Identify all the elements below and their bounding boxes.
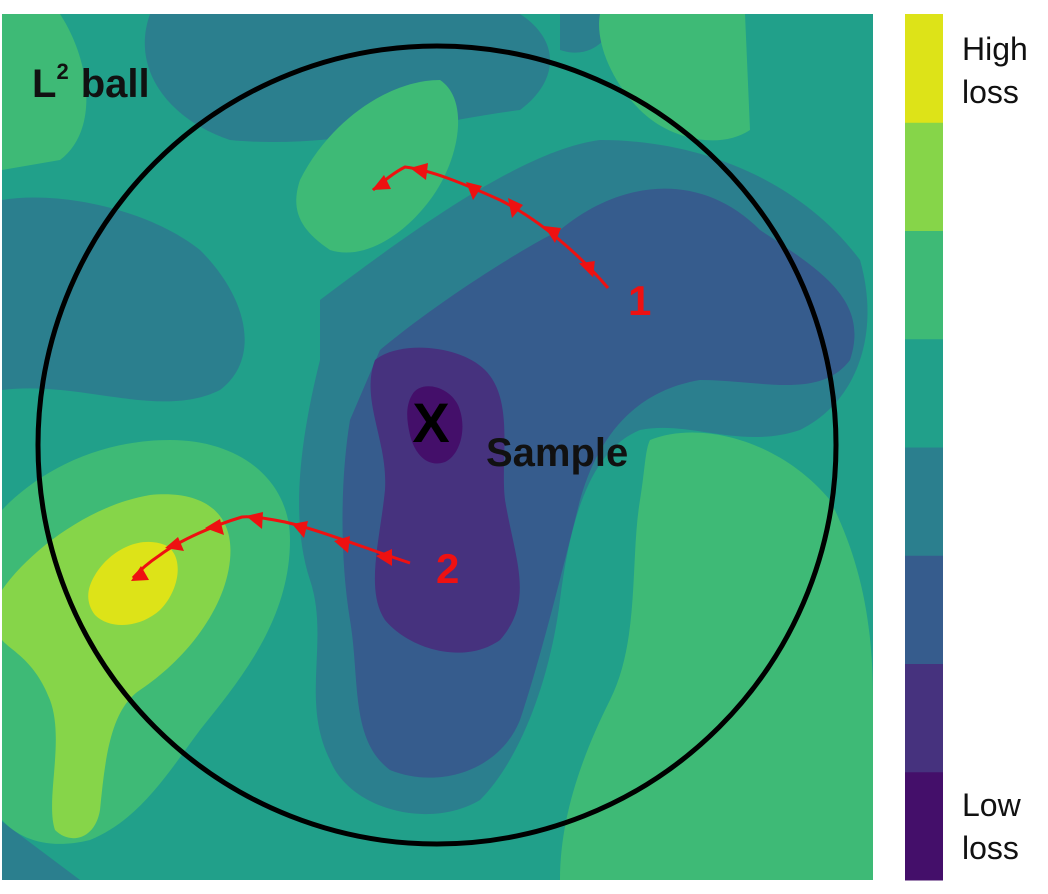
attack-path-1-label: 1 bbox=[628, 277, 651, 324]
colorbar-level-3 bbox=[905, 555, 943, 664]
l2-ball-label-main: L bbox=[32, 62, 56, 106]
l2-ball-label-superscript: 2 bbox=[56, 59, 68, 84]
contour-level-8 bbox=[88, 541, 178, 626]
colorbar-bottom-label-line2: loss bbox=[962, 830, 1019, 866]
attack-path-2-arrowheads bbox=[131, 512, 392, 581]
sample-marker: X bbox=[412, 391, 449, 454]
colorbar-level-6 bbox=[905, 230, 943, 340]
attack-path-1-line bbox=[372, 165, 610, 289]
colorbar-level-7 bbox=[905, 122, 943, 231]
loss-contour-map bbox=[2, 14, 873, 880]
colorbar-level-4 bbox=[905, 447, 943, 556]
colorbar-bottom-label-line1: Low bbox=[962, 787, 1022, 823]
attack-path-2-label: 2 bbox=[436, 545, 459, 592]
l2-ball-label: L2 ball bbox=[32, 59, 150, 106]
colorbar-top-label-line2: loss bbox=[962, 74, 1019, 110]
attack-path-2-line bbox=[131, 515, 411, 579]
colorbar-top-label-line1: High bbox=[962, 31, 1028, 67]
contour-level-2 bbox=[370, 347, 520, 653]
colorbar-level-5 bbox=[905, 338, 943, 448]
contour-level-1 bbox=[407, 386, 463, 464]
l2-ball-label-suffix: ball bbox=[81, 62, 150, 106]
l2-ball-boundary bbox=[35, 43, 839, 847]
colorbar-level-1 bbox=[905, 771, 943, 881]
attack-path-1-arrowheads bbox=[372, 163, 595, 278]
colorbar-level-8 bbox=[905, 14, 943, 123]
attack-path-1: 1 bbox=[372, 163, 651, 324]
sample-label: Sample bbox=[486, 431, 628, 475]
colorbar-level-2 bbox=[905, 663, 943, 773]
colorbar bbox=[905, 14, 943, 881]
attack-path-2: 2 bbox=[131, 512, 459, 592]
